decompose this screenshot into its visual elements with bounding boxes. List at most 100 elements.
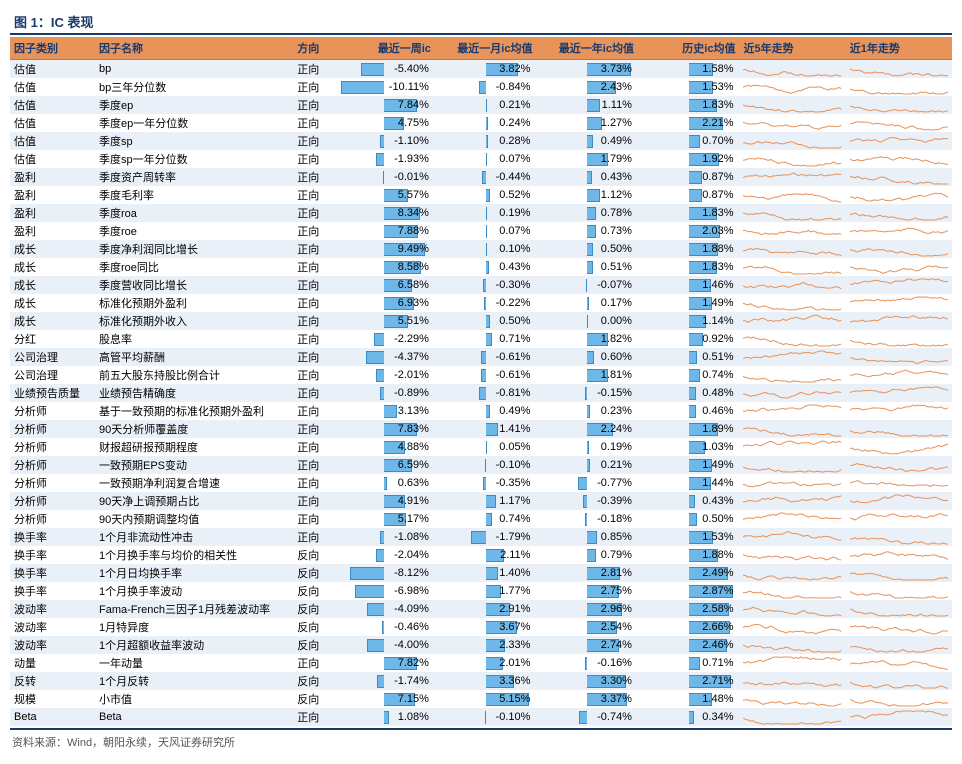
- cell-dir: 反向: [293, 618, 333, 636]
- cell-name: 季度净利润同比增长: [95, 240, 293, 258]
- cell-dir: 正向: [293, 510, 333, 528]
- cell-trend1: [846, 708, 952, 726]
- cell-cat: 规模: [10, 690, 95, 708]
- cell-dir: 正向: [293, 294, 333, 312]
- cell-trend5: [739, 294, 845, 312]
- cell-name: 季度资产周转率: [95, 168, 293, 186]
- cell-dir: 正向: [293, 276, 333, 294]
- table-row: 公司治理前五大股东持股比例合计正向-2.01%-0.61%1.81%0.74%: [10, 366, 952, 384]
- cell-trend1: [846, 294, 952, 312]
- cell-ic1w: -2.29%: [333, 330, 435, 348]
- cell-ic1w: 9.49%: [333, 240, 435, 258]
- cell-trend5: [739, 204, 845, 222]
- cell-trend5: [739, 168, 845, 186]
- cell-cat: 分析师: [10, 456, 95, 474]
- cell-dir: 正向: [293, 492, 333, 510]
- cell-ichist: 2.66%: [638, 618, 740, 636]
- cell-ic1m: 5.15%: [435, 690, 537, 708]
- cell-ic1m: 0.74%: [435, 510, 537, 528]
- cell-ichist: 1.89%: [638, 420, 740, 438]
- cell-dir: 正向: [293, 132, 333, 150]
- cell-ic1y: 2.43%: [536, 78, 638, 96]
- cell-trend1: [846, 366, 952, 384]
- cell-ichist: 2.46%: [638, 636, 740, 654]
- cell-trend5: [739, 708, 845, 726]
- table-row: 波动率1个月超额收益率波动反向-4.00%2.33%2.74%2.46%: [10, 636, 952, 654]
- cell-dir: 正向: [293, 348, 333, 366]
- cell-trend5: [739, 348, 845, 366]
- cell-ic1m: 3.36%: [435, 672, 537, 690]
- cell-trend5: [739, 492, 845, 510]
- cell-dir: 正向: [293, 78, 333, 96]
- cell-ic1m: 0.05%: [435, 438, 537, 456]
- cell-cat: 波动率: [10, 618, 95, 636]
- cell-ic1y: -0.16%: [536, 654, 638, 672]
- cell-trend1: [846, 204, 952, 222]
- cell-dir: 正向: [293, 528, 333, 546]
- cell-cat: 盈利: [10, 222, 95, 240]
- cell-ichist: 1.83%: [638, 96, 740, 114]
- cell-name: 高管平均薪酬: [95, 348, 293, 366]
- cell-name: 季度roe同比: [95, 258, 293, 276]
- cell-name: 基于一致预期的标准化预期外盈利: [95, 402, 293, 420]
- table-row: 成长标准化预期外收入正向5.51%0.50%0.00%1.14%: [10, 312, 952, 330]
- cell-name: 前五大股东持股比例合计: [95, 366, 293, 384]
- cell-ic1w: -10.11%: [333, 78, 435, 96]
- cell-ic1y: -0.74%: [536, 708, 638, 726]
- table-row: 成长标准化预期外盈利正向6.93%-0.22%0.17%1.49%: [10, 294, 952, 312]
- cell-ic1y: 0.73%: [536, 222, 638, 240]
- table-row: 规模小市值反向7.15%5.15%3.37%1.48%: [10, 690, 952, 708]
- cell-trend1: [846, 276, 952, 294]
- cell-name: 季度ep一年分位数: [95, 114, 293, 132]
- cell-name: Fama-French三因子1月残差波动率: [95, 600, 293, 618]
- cell-name: 1个月换手率与均价的相关性: [95, 546, 293, 564]
- cell-cat: 业绩预告质量: [10, 384, 95, 402]
- cell-cat: 动量: [10, 654, 95, 672]
- cell-ichist: 0.74%: [638, 366, 740, 384]
- cell-trend5: [739, 384, 845, 402]
- cell-cat: 成长: [10, 240, 95, 258]
- cell-ic1y: 2.96%: [536, 600, 638, 618]
- col-ic1m: 最近一月ic均值: [435, 37, 537, 60]
- cell-ichist: 0.87%: [638, 168, 740, 186]
- cell-cat: 分析师: [10, 438, 95, 456]
- cell-trend5: [739, 690, 845, 708]
- cell-ic1m: -0.81%: [435, 384, 537, 402]
- table-row: 估值bp三年分位数正向-10.11%-0.84%2.43%1.53%: [10, 78, 952, 96]
- cell-ichist: 1.88%: [638, 546, 740, 564]
- cell-ic1m: 0.43%: [435, 258, 537, 276]
- cell-ic1m: -1.79%: [435, 528, 537, 546]
- cell-trend5: [739, 636, 845, 654]
- cell-ic1m: 2.33%: [435, 636, 537, 654]
- table-row: 盈利季度roa正向8.34%0.19%0.78%1.83%: [10, 204, 952, 222]
- cell-ic1w: 4.91%: [333, 492, 435, 510]
- cell-ic1y: 0.43%: [536, 168, 638, 186]
- cell-ic1m: 3.82%: [435, 60, 537, 79]
- cell-ic1m: 0.52%: [435, 186, 537, 204]
- cell-ic1m: -0.30%: [435, 276, 537, 294]
- cell-dir: 正向: [293, 312, 333, 330]
- cell-trend5: [739, 474, 845, 492]
- cell-ic1m: -0.44%: [435, 168, 537, 186]
- cell-trend5: [739, 510, 845, 528]
- table-row: 成长季度营收同比增长正向6.58%-0.30%-0.07%1.46%: [10, 276, 952, 294]
- cell-ic1m: 0.07%: [435, 150, 537, 168]
- cell-ichist: 0.92%: [638, 330, 740, 348]
- cell-ic1y: 0.23%: [536, 402, 638, 420]
- cell-trend5: [739, 600, 845, 618]
- cell-name: 标准化预期外盈利: [95, 294, 293, 312]
- cell-ic1m: -0.10%: [435, 708, 537, 726]
- cell-cat: 反转: [10, 672, 95, 690]
- cell-ic1y: 0.60%: [536, 348, 638, 366]
- cell-ichist: 1.44%: [638, 474, 740, 492]
- cell-dir: 正向: [293, 114, 333, 132]
- cell-ic1y: 2.81%: [536, 564, 638, 582]
- cell-ichist: 1.83%: [638, 204, 740, 222]
- cell-name: 一致预期净利润复合增速: [95, 474, 293, 492]
- table-row: 业绩预告质量业绩预告精确度正向-0.89%-0.81%-0.15%0.48%: [10, 384, 952, 402]
- cell-trend1: [846, 438, 952, 456]
- cell-trend5: [739, 240, 845, 258]
- cell-ic1w: -4.09%: [333, 600, 435, 618]
- cell-name: 季度毛利率: [95, 186, 293, 204]
- table-row: 估值季度sp正向-1.10%0.28%0.49%0.70%: [10, 132, 952, 150]
